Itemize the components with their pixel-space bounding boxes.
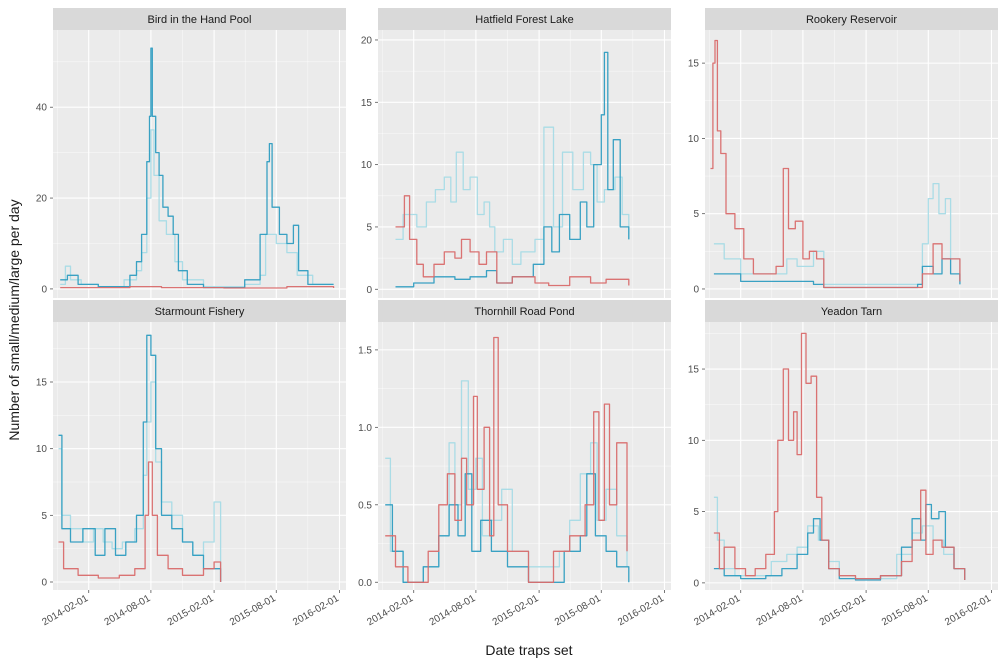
x-tick-label: 2015-02-01: [818, 593, 868, 628]
facet-panel: Rookery Reservoir 0 5 10 15: [688, 8, 998, 298]
facet-panel: Yeadon Tarn 0 5 10 15 2014-02-01 2014-08-01 201…: [688, 300, 998, 628]
facet-strip: [705, 300, 998, 322]
facet-panel: Hatfield Forest Lake 0 5 10 15 20: [361, 8, 671, 298]
facet-title: Rookery Reservoir: [806, 14, 897, 26]
y-tick-label: 15: [36, 378, 48, 389]
y-tick-label: 5: [366, 222, 372, 233]
y-tick-label: 0: [41, 284, 47, 295]
x-tick-label: 2015-08-01: [880, 593, 930, 628]
facet-title: Starmount Fishery: [155, 306, 245, 318]
y-tick-label: 5: [693, 507, 699, 518]
panel-background: [53, 322, 346, 590]
facet-strip: [705, 8, 998, 30]
facet-strip: [53, 300, 346, 322]
y-tick-label: 5: [41, 511, 47, 522]
x-tick-label: 2016-02-01: [943, 593, 993, 628]
y-tick-label: 10: [688, 134, 700, 145]
y-tick-label: 15: [688, 59, 700, 70]
x-tick-label: 2014-08-01: [428, 593, 478, 628]
chart-panels: Bird in the Hand Pool 0 20 40 Hatfield Fores…: [36, 8, 998, 628]
series-line-medium: [60, 47, 334, 289]
y-tick-label: 10: [36, 444, 48, 455]
y-tick-label: 0: [366, 285, 372, 296]
x-tick-label: 2014-02-01: [692, 593, 742, 628]
y-tick-label: 1.0: [358, 423, 372, 434]
y-tick-label: 1.5: [358, 345, 372, 356]
y-tick-label: 40: [36, 103, 48, 114]
y-tick-label: 5: [693, 209, 699, 220]
y-tick-label: 10: [361, 160, 373, 171]
x-tick-label: 2015-02-01: [166, 593, 216, 628]
facet-panel: Bird in the Hand Pool 0 20 40: [36, 8, 346, 298]
y-tick-label: 0: [41, 578, 47, 589]
x-tick-label: 2015-08-01: [228, 593, 278, 628]
y-tick-label: 20: [36, 194, 48, 205]
series-line-large: [58, 461, 222, 582]
x-tick-label: 2014-02-01: [365, 593, 415, 628]
series-line-large: [395, 195, 630, 287]
panel-background: [705, 30, 998, 298]
facet-title: Bird in the Hand Pool: [148, 14, 252, 26]
series-line-large: [710, 39, 961, 289]
panel-background: [53, 30, 346, 298]
y-tick-label: 20: [361, 35, 373, 46]
x-tick-label: 2015-02-01: [491, 593, 541, 628]
series-line-large: [713, 332, 966, 580]
x-tick-label: 2015-08-01: [553, 593, 603, 628]
y-tick-label: 10: [688, 436, 700, 447]
facet-strip: [53, 8, 346, 30]
x-tick-label: 2014-02-01: [40, 593, 90, 628]
facet-strip: [378, 300, 671, 322]
facet-title: Hatfield Forest Lake: [475, 14, 573, 26]
y-axis-title: Number of small/medium/large per day: [6, 199, 22, 440]
facet-title: Yeadon Tarn: [821, 306, 882, 318]
x-axis-title: Date traps set: [485, 642, 572, 658]
facet-panel: Starmount Fishery 0 5 10 15 2014-02-01 2014-08…: [36, 300, 346, 628]
facet-title: Thornhill Road Pond: [474, 306, 574, 318]
y-tick-label: 0.5: [358, 500, 372, 511]
facet-panel: Thornhill Road Pond 0.0 0.5 1.0 1.5 2014-02-0…: [358, 300, 671, 628]
y-tick-label: 15: [361, 98, 373, 109]
y-tick-label: 0: [693, 284, 699, 295]
facet-strip: [378, 8, 671, 30]
panel-background: [378, 322, 671, 590]
x-tick-label: 2016-02-01: [616, 593, 666, 628]
panel-background: [705, 322, 998, 590]
series-line-large: [385, 336, 628, 583]
series-line-large: [60, 285, 335, 289]
y-tick-label: 0: [693, 578, 699, 589]
y-tick-label: 0.0: [358, 578, 372, 589]
series-line-medium: [395, 51, 630, 288]
x-tick-label: 2014-08-01: [103, 593, 153, 628]
panel-background: [378, 30, 671, 298]
x-tick-label: 2014-08-01: [755, 593, 805, 628]
series-line-medium: [58, 334, 222, 582]
x-tick-label: 2016-02-01: [291, 593, 341, 628]
y-tick-label: 15: [688, 365, 700, 376]
